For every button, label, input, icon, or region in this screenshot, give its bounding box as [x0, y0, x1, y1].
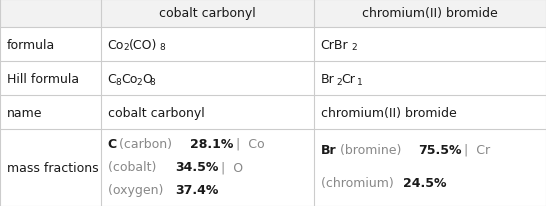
Text: cobalt carbonyl: cobalt carbonyl	[159, 7, 256, 20]
Text: 2: 2	[336, 77, 342, 86]
Text: (carbon): (carbon)	[115, 137, 176, 150]
Text: Cr: Cr	[342, 72, 355, 85]
Text: 75.5%: 75.5%	[418, 143, 461, 156]
Text: 2: 2	[352, 43, 357, 52]
Text: 34.5%: 34.5%	[175, 160, 218, 173]
Text: Br: Br	[321, 143, 336, 156]
Text: C: C	[108, 137, 117, 150]
Text: Co: Co	[108, 38, 124, 51]
Text: mass fractions: mass fractions	[7, 162, 98, 174]
Text: 37.4%: 37.4%	[175, 183, 218, 196]
Text: chromium(II) bromide: chromium(II) bromide	[362, 7, 498, 20]
Text: (oxygen): (oxygen)	[108, 183, 167, 196]
Text: (CO): (CO)	[129, 38, 157, 51]
Text: Co: Co	[121, 72, 137, 85]
Text: |  Cr: | Cr	[455, 143, 490, 156]
Text: cobalt carbonyl: cobalt carbonyl	[108, 106, 204, 119]
Text: (cobalt): (cobalt)	[108, 160, 160, 173]
Text: 8: 8	[159, 43, 165, 52]
Text: 8: 8	[115, 77, 121, 86]
Text: 24.5%: 24.5%	[403, 176, 447, 189]
Text: formula: formula	[7, 38, 55, 51]
Text: C: C	[108, 72, 116, 85]
Text: (chromium): (chromium)	[321, 176, 397, 189]
Text: 2: 2	[136, 77, 142, 86]
Text: O: O	[142, 72, 152, 85]
Text: Br: Br	[321, 72, 334, 85]
Text: |  Co: | Co	[228, 137, 264, 150]
Text: (bromine): (bromine)	[335, 143, 405, 156]
Text: 2: 2	[123, 43, 129, 52]
Text: chromium(II) bromide: chromium(II) bromide	[321, 106, 456, 119]
Text: 8: 8	[150, 77, 156, 86]
Text: 28.1%: 28.1%	[190, 137, 234, 150]
Text: |  O: | O	[212, 160, 242, 173]
Text: Hill formula: Hill formula	[7, 72, 79, 85]
Bar	[0, 0, 546, 28]
Text: 1: 1	[357, 77, 363, 86]
Text: name: name	[7, 106, 42, 119]
Text: CrBr: CrBr	[321, 38, 348, 51]
